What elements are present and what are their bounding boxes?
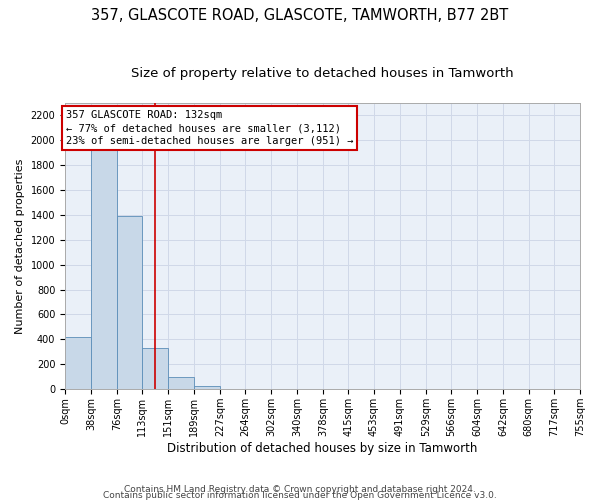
Bar	[117, 216, 142, 390]
Y-axis label: Number of detached properties: Number of detached properties	[15, 158, 25, 334]
Bar	[168, 377, 194, 390]
Text: 357 GLASCOTE ROAD: 132sqm
← 77% of detached houses are smaller (3,112)
23% of se: 357 GLASCOTE ROAD: 132sqm ← 77% of detac…	[66, 110, 353, 146]
Bar	[142, 348, 168, 390]
Text: Contains HM Land Registry data © Crown copyright and database right 2024.: Contains HM Land Registry data © Crown c…	[124, 484, 476, 494]
Text: 357, GLASCOTE ROAD, GLASCOTE, TAMWORTH, B77 2BT: 357, GLASCOTE ROAD, GLASCOTE, TAMWORTH, …	[91, 8, 509, 22]
Bar	[194, 386, 220, 390]
Bar	[220, 388, 245, 390]
Title: Size of property relative to detached houses in Tamworth: Size of property relative to detached ho…	[131, 68, 514, 80]
Bar	[65, 337, 91, 390]
Text: Contains public sector information licensed under the Open Government Licence v3: Contains public sector information licen…	[103, 490, 497, 500]
Bar	[91, 134, 117, 390]
X-axis label: Distribution of detached houses by size in Tamworth: Distribution of detached houses by size …	[167, 442, 478, 455]
